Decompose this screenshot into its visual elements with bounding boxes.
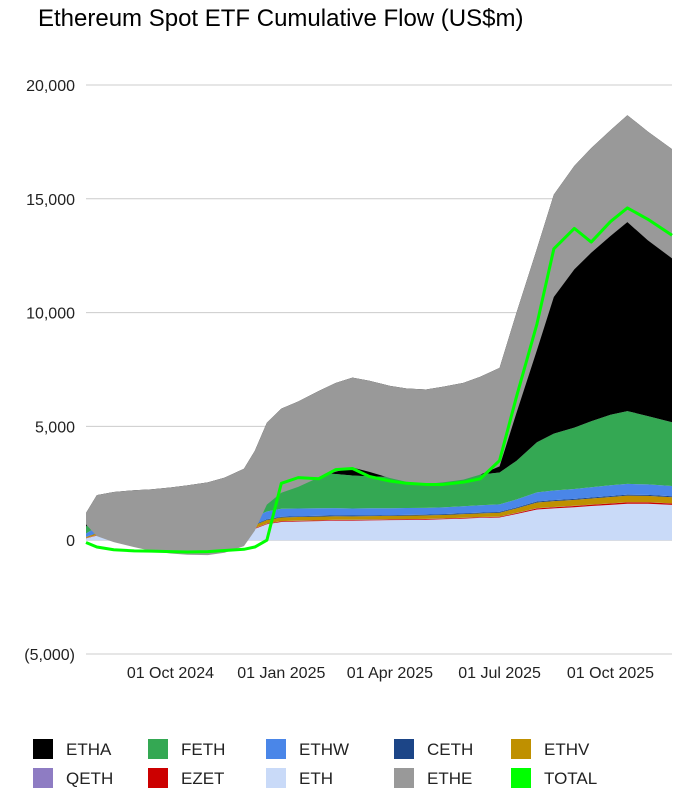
y-tick-label-4: 0 <box>66 533 75 550</box>
x-tick-label-4: 01 Oct 2025 <box>567 665 654 682</box>
total-line-layer <box>85 206 673 554</box>
x-tick-label-0: 01 Oct 2024 <box>127 665 214 682</box>
legend-swatch-ceth <box>394 739 414 759</box>
y-tick-label-2: 10,000 <box>26 306 75 323</box>
legend-swatch-ethe <box>394 768 414 788</box>
legend: ETHA FETH ETHW CETH ETHV QETH EZET ETH ETHE TOTAL <box>33 739 597 788</box>
legend-label-qeth: QETH <box>66 769 113 788</box>
legend-swatch-ethv <box>511 739 531 759</box>
area-ethv <box>86 495 672 539</box>
legend-swatch-eth <box>266 768 286 788</box>
legend-swatch-feth <box>148 739 168 759</box>
y-tick-label-0: 20,000 <box>26 78 75 95</box>
x-tick-label-3: 01 Jul 2025 <box>458 665 541 682</box>
chart-title: Ethereum Spot ETF Cumulative Flow (US$m) <box>38 5 523 32</box>
y-tick-label-5: (5,000) <box>24 647 75 664</box>
legend-label-eth: ETH <box>299 769 333 788</box>
area-ethe <box>86 115 672 556</box>
legend-swatch-etha <box>33 739 53 759</box>
legend-label-ethv: ETHV <box>544 740 590 759</box>
line-total <box>85 206 673 554</box>
area-etha <box>86 115 672 527</box>
area-eth <box>86 503 672 541</box>
x-axis-ticks: 01 Oct 2024 01 Jan 2025 01 Apr 2025 01 Jul … <box>127 665 654 682</box>
legend-label-ceth: CETH <box>427 740 473 759</box>
y-tick-label-1: 15,000 <box>26 192 75 209</box>
legend-label-etha: ETHA <box>66 740 112 759</box>
legend-label-ethe: ETHE <box>427 769 472 788</box>
x-tick-label-1: 01 Jan 2025 <box>237 665 325 682</box>
area-series <box>86 115 672 556</box>
legend-swatch-ezet <box>148 768 168 788</box>
legend-label-ethw: ETHW <box>299 740 349 759</box>
area-ezet <box>86 502 672 539</box>
legend-swatch-ethw <box>266 739 286 759</box>
legend-label-feth: FETH <box>181 740 225 759</box>
legend-label-total: TOTAL <box>544 769 597 788</box>
legend-label-ezet: EZET <box>181 769 224 788</box>
legend-swatch-total <box>511 768 531 788</box>
area-ceth <box>86 494 672 538</box>
legend-swatch-qeth <box>33 768 53 788</box>
y-axis-ticks: 20,000 15,000 10,000 5,000 0 (5,000) <box>24 78 75 664</box>
x-tick-label-2: 01 Apr 2025 <box>347 665 433 682</box>
y-tick-label-3: 5,000 <box>35 419 75 436</box>
